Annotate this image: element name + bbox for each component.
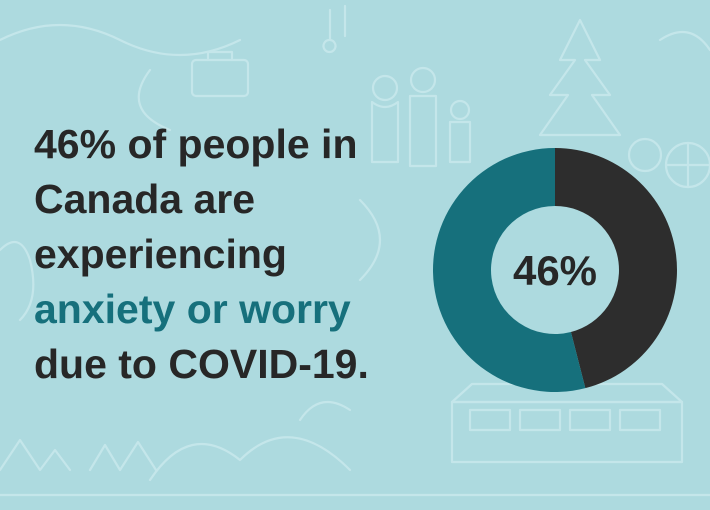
donut-chart: 46%: [432, 147, 677, 392]
headline-line-3: experiencing: [34, 231, 287, 277]
headline: 46% of people in Canada are experiencing…: [34, 117, 369, 392]
donut-center-label: 46%: [513, 247, 597, 294]
headline-line-5: due to COVID-19.: [34, 341, 369, 387]
headline-accent-line: anxiety or worry: [34, 286, 351, 332]
donut-slice-1: [555, 148, 677, 389]
headline-line-2: Canada are: [34, 176, 256, 222]
donut-slice-2: [432, 147, 586, 392]
headline-line-1: 46% of people in: [34, 121, 358, 167]
